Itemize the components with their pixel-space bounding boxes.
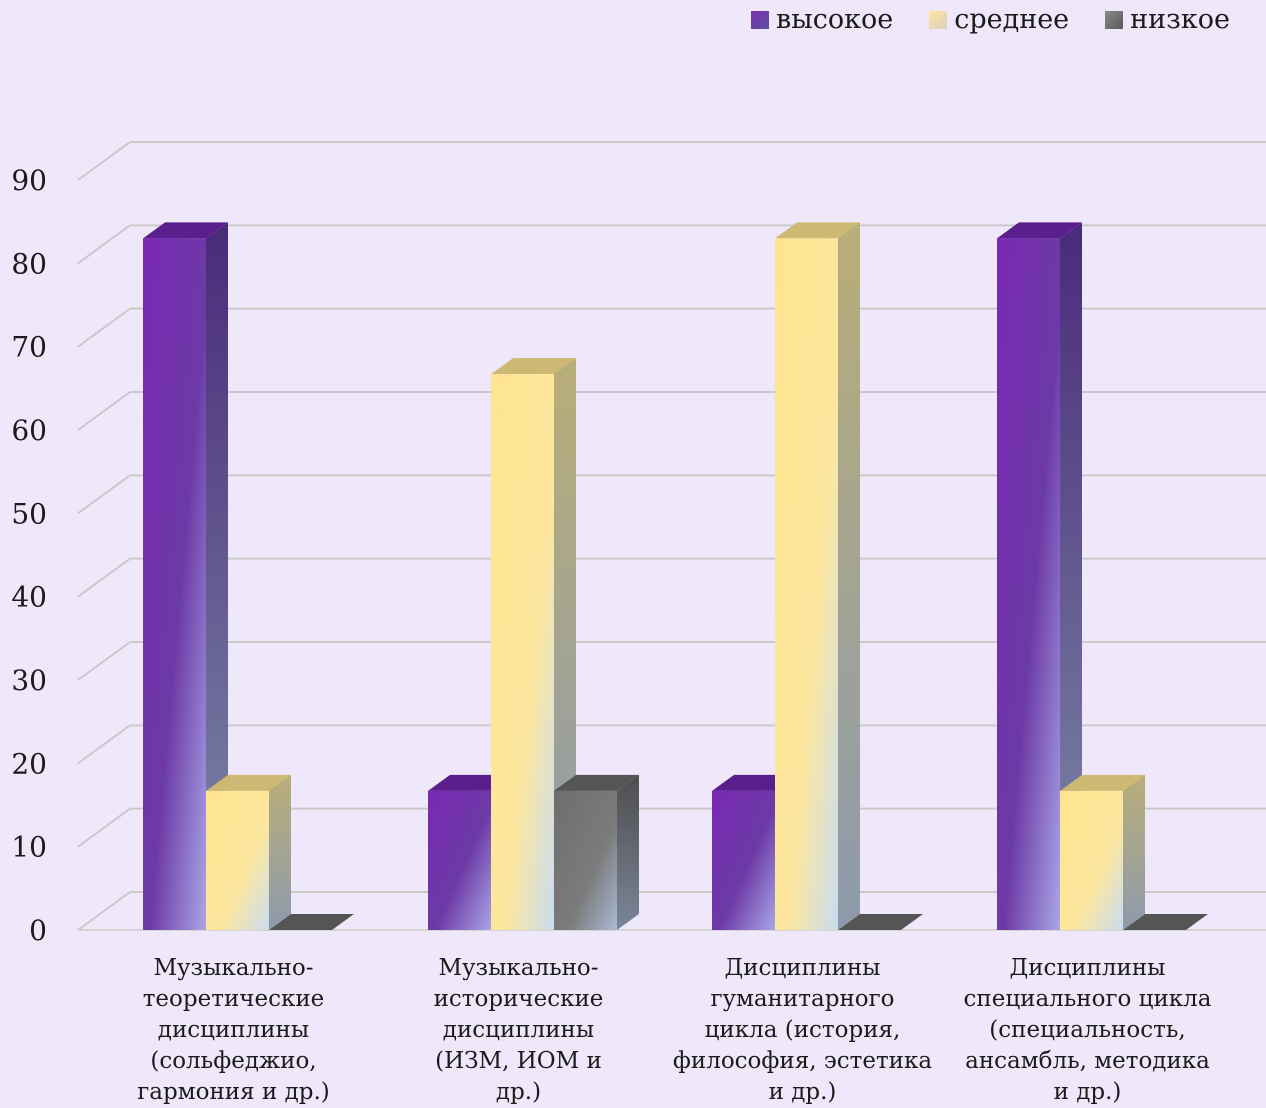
- bar-top: [775, 222, 860, 239]
- gridline-depth: [77, 807, 131, 848]
- gridline-depth: [77, 141, 131, 181]
- x-category-label-line: цикла (история,: [705, 1017, 901, 1043]
- bar: [775, 222, 860, 931]
- y-tick-label: 90: [11, 164, 47, 197]
- bar-side: [206, 222, 228, 931]
- x-category-label-line: специального цикла: [964, 986, 1212, 1012]
- bar: [554, 774, 639, 930]
- y-tick-label: 20: [11, 747, 47, 780]
- x-category-label-line: Музыкально-: [438, 955, 598, 981]
- y-tick-label: 10: [11, 831, 47, 864]
- x-category-label-line: философия, эстетика: [673, 1048, 933, 1074]
- legend-swatch-low: [1105, 10, 1124, 29]
- bar: [143, 222, 228, 931]
- bar-top: [997, 222, 1082, 239]
- bar-side: [617, 774, 639, 930]
- y-tick-label: 60: [11, 414, 47, 447]
- bar: [269, 914, 354, 930]
- x-category-label-line: (специальность,: [989, 1017, 1185, 1043]
- bar-top: [1123, 914, 1208, 930]
- x-category-label-line: др.): [496, 1079, 541, 1105]
- bar-front: [206, 790, 269, 930]
- bar-top: [1060, 774, 1145, 791]
- y-tick-label: 0: [29, 914, 47, 947]
- bar-front: [554, 790, 617, 930]
- gridline-depth: [77, 224, 131, 265]
- bar-front: [775, 238, 838, 931]
- gridline-depth: [77, 474, 131, 515]
- legend-swatch-high: [751, 10, 770, 29]
- bar-side: [1123, 774, 1145, 930]
- bar-side: [1060, 222, 1082, 931]
- x-category-label-line: дисциплины: [443, 1017, 594, 1043]
- gridline-depth: [77, 391, 131, 431]
- legend-label-medium: среднее: [954, 4, 1070, 35]
- bar-top: [554, 774, 639, 791]
- bar: [997, 222, 1082, 931]
- legend-item-high[interactable]: высокое: [751, 4, 893, 35]
- legend-swatch-medium: [929, 10, 948, 29]
- x-category-label-line: исторические: [434, 986, 604, 1012]
- bar-front: [997, 238, 1060, 931]
- gridline-depth: [77, 724, 131, 765]
- legend-item-low[interactable]: низкое: [1105, 4, 1230, 35]
- x-category-label-line: (сольфеджио,: [150, 1048, 316, 1074]
- bar: [838, 914, 923, 930]
- bar-top: [491, 358, 576, 375]
- x-category-label-line: гармония и др.): [137, 1079, 330, 1105]
- x-category-label-line: Дисциплины: [1010, 955, 1166, 981]
- legend-label-low: низкое: [1130, 4, 1230, 35]
- gridline-depth: [77, 557, 131, 598]
- gridline-depth: [77, 891, 131, 931]
- bar-top: [206, 774, 291, 791]
- legend-label-high: высокое: [776, 4, 894, 35]
- y-tick-label: 50: [11, 497, 47, 530]
- x-category-label-line: и др.): [1054, 1079, 1122, 1105]
- legend-item-medium[interactable]: среднее: [929, 4, 1069, 35]
- x-category-label-line: ансамбль, методика: [965, 1048, 1210, 1074]
- y-axis-ticks: 0 10 20 30 40 50 60 70 80 90: [11, 164, 47, 947]
- y-tick-label: 30: [11, 664, 47, 697]
- x-category-label-line: теоретические: [143, 986, 325, 1012]
- bar-front: [712, 790, 775, 930]
- x-category-label: Музыкально-теоретические дисциплины (сольф…: [137, 955, 330, 1105]
- x-category-label-line: Дисциплины: [725, 955, 881, 981]
- bar: [206, 774, 291, 930]
- bar: [1123, 914, 1208, 930]
- bar-side: [838, 222, 860, 931]
- y-tick-label: 40: [11, 581, 47, 614]
- bars: [143, 222, 1208, 931]
- x-category-label: Дисциплины специального цикла (специальнос…: [964, 955, 1212, 1105]
- bar: [1060, 774, 1145, 930]
- bar-top: [838, 914, 923, 930]
- bar-front: [143, 238, 206, 931]
- gridline-depth: [77, 641, 131, 681]
- x-category-label-line: (ИЗМ, ИОМ и: [435, 1048, 602, 1074]
- y-tick-label: 70: [11, 331, 47, 364]
- x-category-label-line: гуманитарного: [710, 986, 894, 1012]
- x-category-label: Дисциплины гуманитарного цикла (история, фи…: [673, 955, 933, 1105]
- x-category-label-line: и др.): [769, 1079, 837, 1105]
- bar-top: [143, 222, 228, 239]
- bar-front: [491, 374, 554, 931]
- bar-front: [1060, 790, 1123, 930]
- bar-front: [428, 790, 491, 930]
- x-category-label: Музыкально-исторические дисциплины (ИЗМ, И…: [434, 955, 604, 1105]
- x-axis-labels: Музыкально-теоретические дисциплины (сольф…: [137, 955, 1212, 1105]
- y-tick-label: 80: [11, 247, 47, 280]
- bar-side: [269, 774, 291, 930]
- legend: высокое среднее низкое: [751, 4, 1230, 35]
- x-category-label-line: дисциплины: [158, 1017, 309, 1043]
- x-category-label-line: Музыкально-: [153, 955, 313, 981]
- bar-top: [269, 914, 354, 930]
- gridline-depth: [77, 307, 131, 348]
